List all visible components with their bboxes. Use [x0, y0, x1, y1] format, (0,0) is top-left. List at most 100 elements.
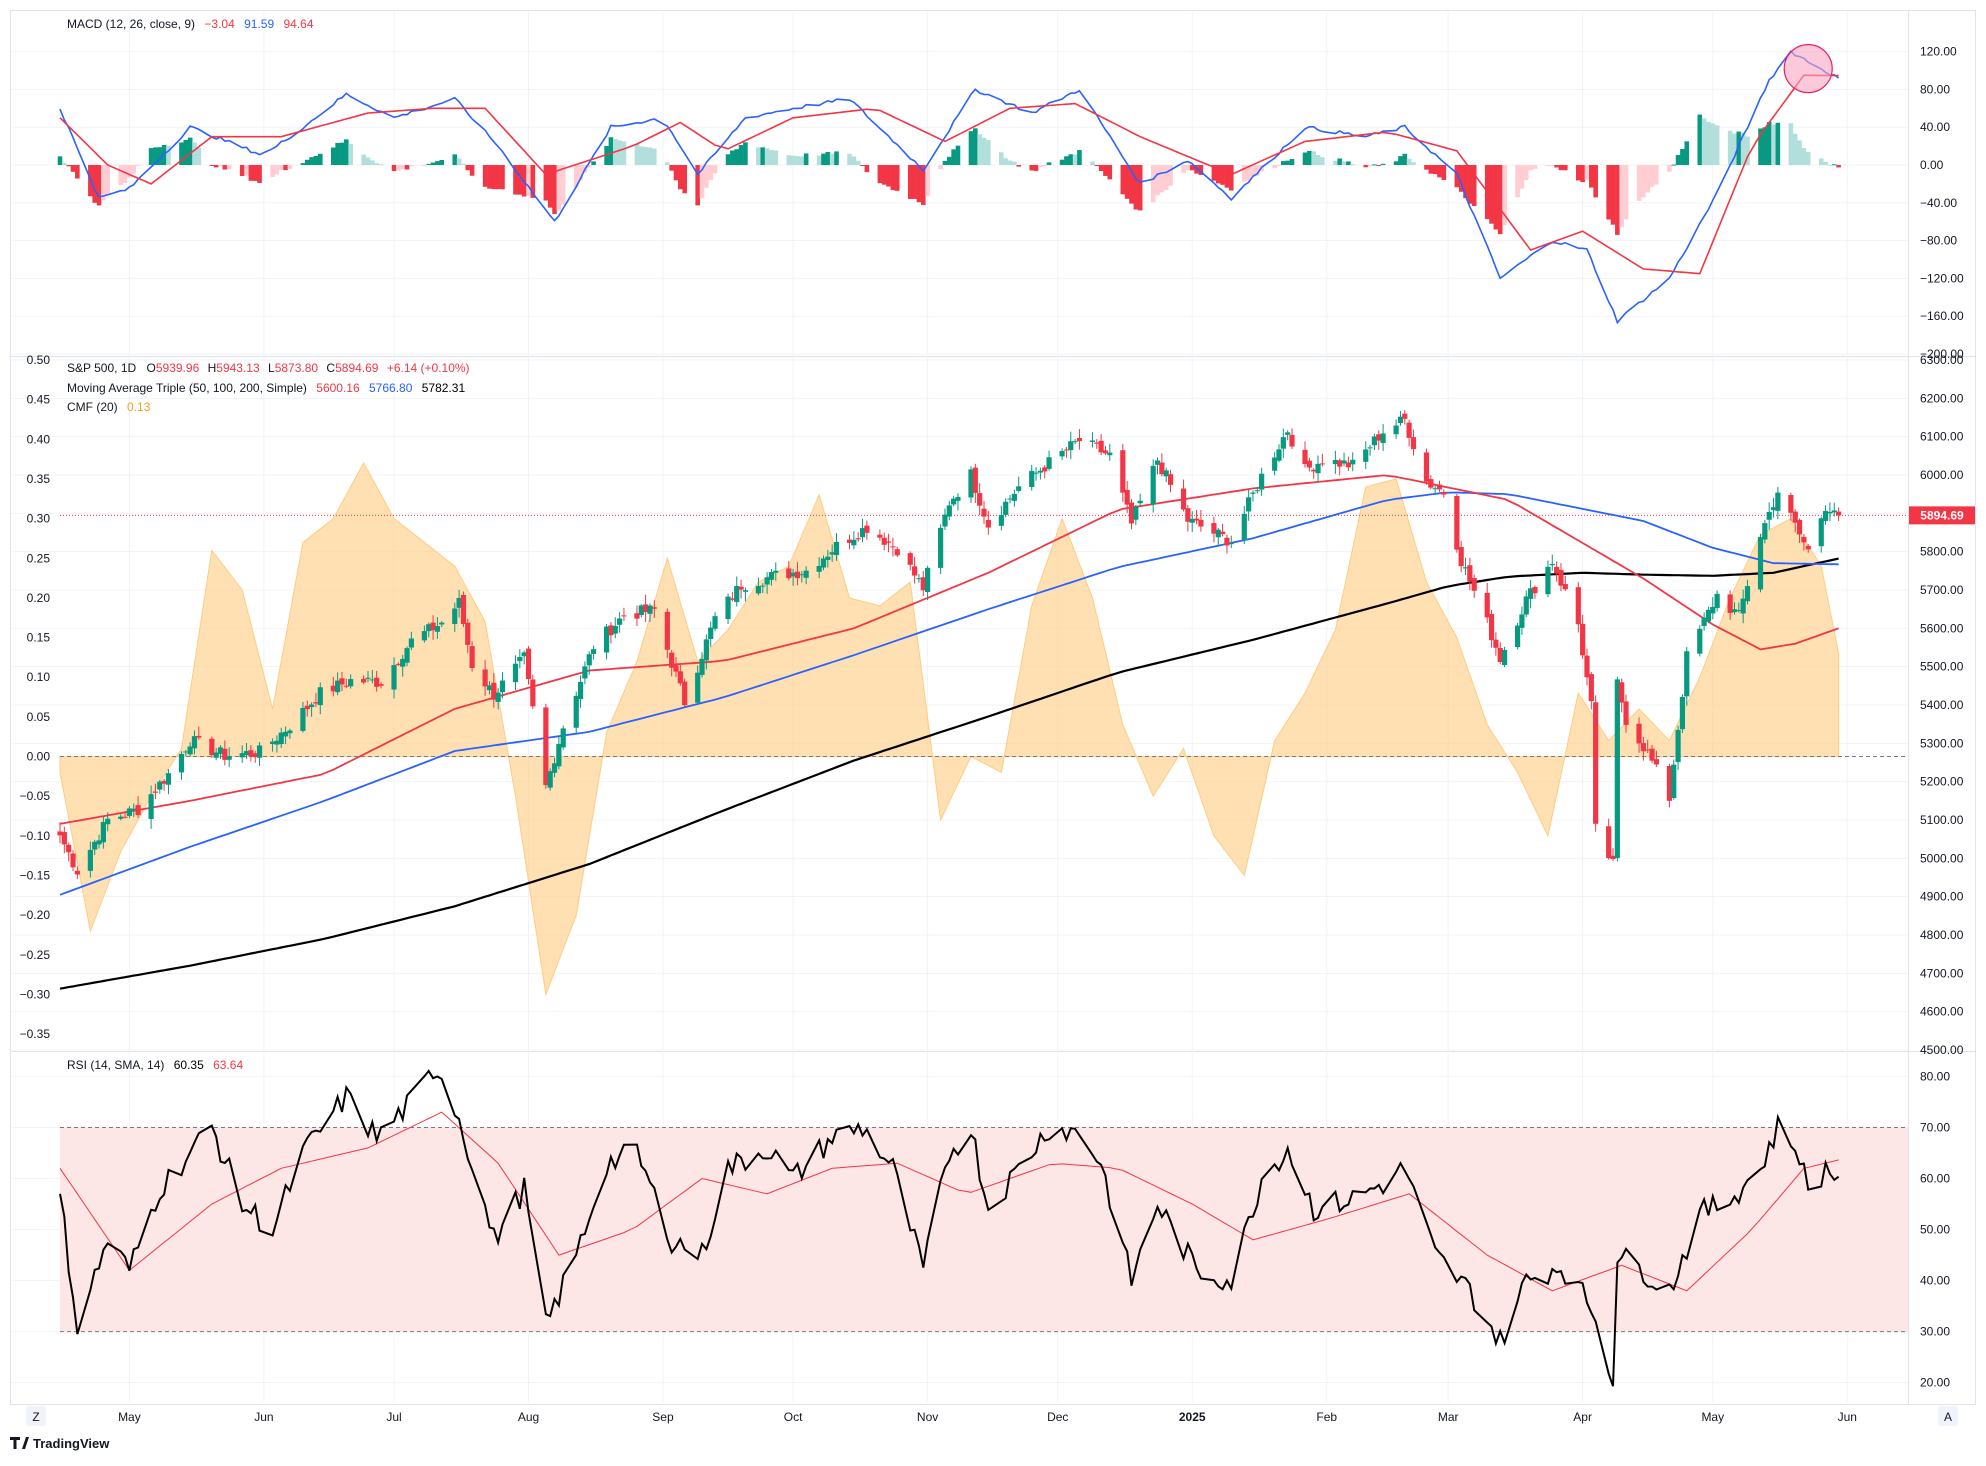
macd-hist-bar: [213, 165, 219, 168]
candle-body: [1241, 513, 1247, 541]
candle-body: [938, 527, 944, 568]
candle-body: [178, 753, 185, 773]
macd-hist-bar: [1307, 150, 1312, 166]
ma-legend[interactable]: Moving Average Triple (50, 100, 200, Sim…: [67, 381, 465, 395]
candle: [1219, 523, 1226, 537]
auto-scale-a-button[interactable]: [1938, 1406, 1958, 1426]
macd-hist-bar: [1641, 165, 1646, 198]
macd-hist-bar: [422, 165, 427, 167]
macd-hist-bar: [370, 160, 375, 166]
macd-highlight-circle[interactable]: [1783, 44, 1833, 94]
candle: [1393, 419, 1399, 439]
candle: [1302, 441, 1308, 468]
candle: [135, 796, 141, 819]
candle: [209, 736, 215, 758]
candle: [1180, 479, 1187, 512]
macd-hist-bar: [578, 165, 583, 181]
candle: [1228, 535, 1234, 548]
candle: [877, 529, 883, 541]
cmf-value: 0.13: [127, 400, 151, 414]
price-pane[interactable]: 6300.006200.006100.006000.005900.005800.…: [20, 353, 1975, 1057]
candle-body: [1441, 492, 1447, 495]
candle: [925, 565, 931, 601]
candle: [1150, 459, 1156, 513]
price-tick-label: 5700.00: [1920, 583, 1964, 597]
tradingview-logo[interactable]: TradingView: [10, 1436, 110, 1451]
macd-hist-bar: [187, 137, 193, 166]
candle-body: [894, 549, 900, 556]
macd-hist-bar: [222, 165, 228, 170]
macd-hist-bar: [157, 147, 163, 166]
candle-body: [530, 679, 536, 707]
candle-body: [66, 844, 72, 853]
candle: [1501, 646, 1508, 668]
macd-hist-bar: [374, 163, 379, 166]
macd-hist-bar: [278, 165, 284, 170]
macd-hist-bar: [1281, 161, 1286, 166]
macd-hist-bar: [1402, 153, 1408, 166]
macd-hist-bar: [968, 131, 974, 166]
macd-hist-bar: [1272, 165, 1277, 169]
macd-hist-bar: [977, 134, 982, 166]
macd-hist-bar: [1818, 158, 1824, 166]
candle: [343, 678, 349, 689]
cmf-tick-label: −0.35: [20, 1027, 51, 1041]
candle: [1371, 433, 1378, 451]
macd-hist-bar: [1593, 165, 1598, 198]
macd-hist-bar: [148, 148, 154, 166]
macd-hist-bar: [1701, 118, 1707, 166]
ma-legend-name: Moving Average Triple (50, 100, 200, Sim…: [67, 381, 307, 395]
candle: [1514, 622, 1521, 650]
macd-hist-bar: [821, 153, 826, 166]
macd-hist-bar: [1077, 150, 1082, 166]
macd-legend[interactable]: MACD (12, 26, close, 9) −3.04 91.59 94.6…: [67, 17, 314, 31]
candle: [1033, 467, 1039, 481]
candle: [1710, 597, 1716, 620]
open-value: 5939.96: [156, 361, 200, 375]
macd-hist-bar: [907, 165, 913, 199]
candle-body: [482, 669, 488, 687]
rsi-pane[interactable]: 80.00 70.00 60.00 50.00 40.00 30.00 20.00 RSI …: [59, 1058, 1950, 1390]
macd-hist-bar: [678, 165, 683, 190]
macd-hist-bar: [1671, 164, 1677, 166]
candle: [790, 568, 796, 586]
rsi-legend[interactable]: RSI (14, SMA, 14) 60.35 63.64: [67, 1058, 243, 1072]
candle-body: [1792, 511, 1798, 523]
macd-hist-bar: [1805, 152, 1811, 166]
candle-body: [977, 493, 983, 506]
price-tick-label: 4800.00: [1920, 928, 1964, 942]
candle: [612, 617, 618, 639]
price-legend-ohlc[interactable]: S&P 500, 1D O5939.96 H5943.13 L5873.80 C…: [67, 361, 470, 375]
time-axis[interactable]: May Jun Jul Aug Sep Oct Nov Dec 2025 Feb Mar Apr May…: [118, 1410, 1857, 1424]
macd-hist-bar: [1428, 165, 1434, 174]
candle-body: [1337, 460, 1343, 467]
candle: [1731, 602, 1738, 615]
time-tick-label: Dec: [1047, 1410, 1068, 1424]
time-tick-label: Aug: [518, 1410, 539, 1424]
rsi-axis[interactable]: 80.00 70.00 60.00 50.00 40.00 30.00 20.00: [1920, 1069, 1950, 1389]
candle: [378, 681, 384, 689]
macd-legend-signal: 94.64: [283, 17, 313, 31]
macd-hist-bar: [248, 165, 254, 181]
candle-body: [209, 738, 215, 756]
macd-hist-bar: [218, 165, 223, 167]
macd-hist-bar: [1432, 165, 1438, 175]
candle-body: [1072, 441, 1078, 443]
candle-body: [677, 671, 683, 684]
macd-pane[interactable]: 120.00 80.00 40.00 0.00 −40.00 −80.00 −120.00 −…: [57, 17, 1964, 361]
cmf-legend[interactable]: CMF (20) 0.13: [67, 400, 151, 414]
candle: [556, 736, 562, 770]
macd-hist-bar: [877, 165, 883, 184]
macd-hist-bar: [756, 147, 761, 166]
candle-body: [74, 870, 80, 875]
candle-body: [764, 577, 770, 585]
auto-scale-z-button[interactable]: [26, 1406, 46, 1426]
candle-body: [256, 745, 263, 758]
macd-hist-bar: [378, 164, 384, 166]
cmf-axis[interactable]: 0.50 0.45 0.40 0.35 0.30 0.25 0.20 0.15 0.10 0.05…: [20, 353, 51, 1041]
macd-axis[interactable]: 120.00 80.00 40.00 0.00 −40.00 −80.00 −120.00 −…: [1920, 45, 1964, 361]
candle-body: [1705, 609, 1712, 622]
candle: [1471, 574, 1477, 598]
